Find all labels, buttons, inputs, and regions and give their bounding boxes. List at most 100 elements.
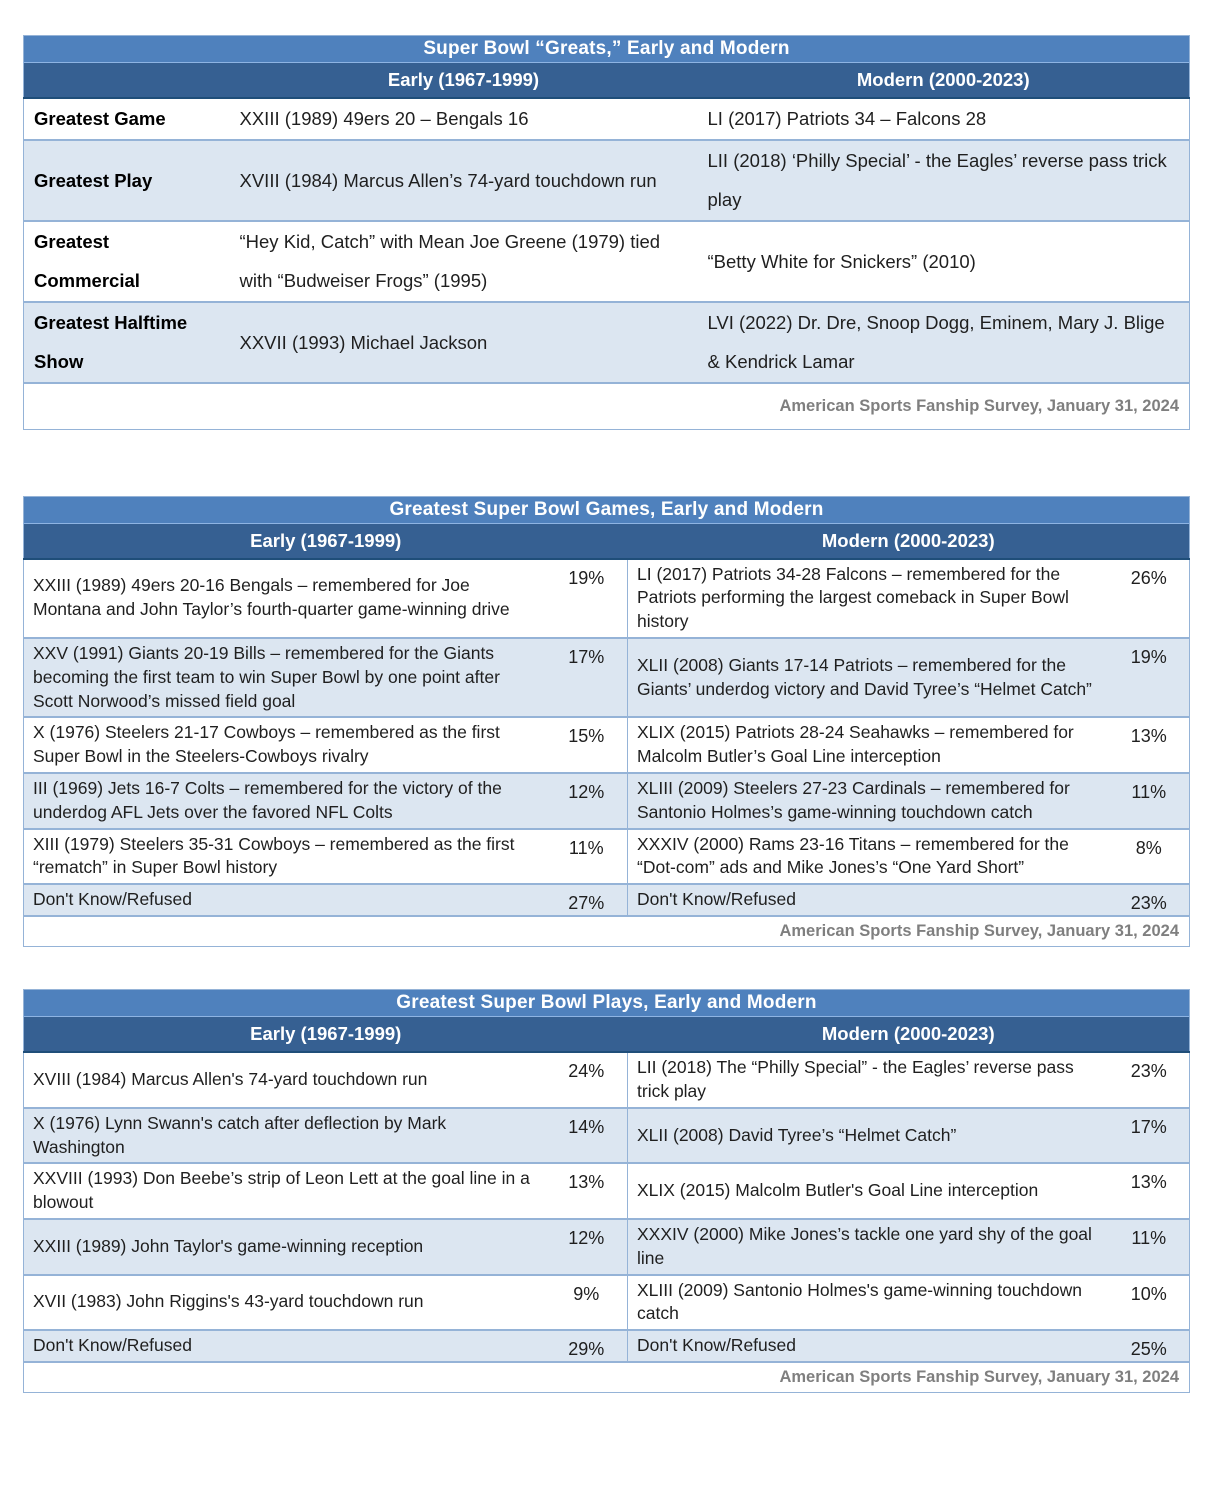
table-row: Don't Know/Refused 27% Don't Know/Refused 2… xyxy=(23,884,1190,918)
table-row: Greatest Halftime Show XXVII (1993) Micha… xyxy=(23,302,1190,385)
row-label: Greatest Game xyxy=(23,98,230,142)
early-item: XIII (1979) Steelers 35-31 Cowboys – rem… xyxy=(23,828,546,886)
early-value: XXIII (1989) 49ers 20 – Bengals 16 xyxy=(229,98,698,142)
early-item: XVII (1983) John Riggins's 43-yard touch… xyxy=(23,1274,546,1332)
greatest-games-footer: American Sports Fanship Survey, January … xyxy=(23,916,1190,947)
early-item: XXIII (1989) John Taylor's game-winning … xyxy=(23,1218,546,1276)
greats-summary-header: Super Bowl “Greats,” Early and Modern Ea… xyxy=(23,35,1190,99)
modern-item: LI (2017) Patriots 34-28 Falcons – remem… xyxy=(627,558,1109,639)
modern-percent: 13% xyxy=(1108,1163,1190,1220)
early-value: XVIII (1984) Marcus Allen’s 74-yard touc… xyxy=(229,140,698,223)
modern-percent: 11% xyxy=(1108,1218,1190,1276)
modern-item: Don't Know/Refused xyxy=(627,884,1109,918)
row-label: Greatest Play xyxy=(23,140,230,223)
table-title: Super Bowl “Greats,” Early and Modern xyxy=(23,35,1190,63)
modern-item: XLIII (2009) Santonio Holmes's game-winn… xyxy=(627,1274,1109,1332)
early-percent: 27% xyxy=(545,884,628,918)
early-percent: 11% xyxy=(545,828,628,886)
modern-item: XLIX (2015) Patriots 28-24 Seahawks – re… xyxy=(627,717,1109,774)
table-row: Greatest Commercial “Hey Kid, Catch” with… xyxy=(23,221,1190,304)
modern-item: XLII (2008) David Tyree’s “Helmet Catch” xyxy=(627,1107,1109,1165)
table-row: Don't Know/Refused 29% Don't Know/Refused 2… xyxy=(23,1330,1190,1364)
modern-percent: 26% xyxy=(1108,558,1190,639)
row-label: Greatest Commercial xyxy=(23,221,230,304)
table-row: XXV (1991) Giants 20-19 Bills – remember… xyxy=(23,637,1190,719)
early-item: XXV (1991) Giants 20-19 Bills – remember… xyxy=(23,637,546,719)
table-row: X (1976) Lynn Swann's catch after deflec… xyxy=(23,1107,1190,1165)
early-percent: 12% xyxy=(545,1218,628,1276)
early-item: Don't Know/Refused xyxy=(23,1330,546,1364)
table-title: Greatest Super Bowl Plays, Early and Mod… xyxy=(23,989,1190,1018)
modern-percent: 23% xyxy=(1108,1052,1190,1109)
table-row: XXVIII (1993) Don Beebe’s strip of Leon … xyxy=(23,1163,1190,1220)
source-note: American Sports Fanship Survey, January … xyxy=(23,916,1190,947)
early-percent: 9% xyxy=(545,1274,628,1332)
table-row: XIII (1979) Steelers 35-31 Cowboys – rem… xyxy=(23,828,1190,886)
modern-item: LII (2018) The “Philly Special” - the Ea… xyxy=(627,1052,1109,1109)
early-column-header: Early (1967-1999) xyxy=(23,1016,628,1054)
source-row: American Sports Fanship Survey, January … xyxy=(23,1362,1190,1393)
early-percent: 12% xyxy=(545,772,628,830)
modern-item: XLII (2008) Giants 17-14 Patriots – reme… xyxy=(627,637,1109,719)
greatest-plays-table: Greatest Super Bowl Plays, Early and Mod… xyxy=(23,989,1190,1394)
greatest-plays-footer: American Sports Fanship Survey, January … xyxy=(23,1362,1190,1393)
early-column-header: Early (1967-1999) xyxy=(229,62,698,99)
greatest-plays-body: XVIII (1984) Marcus Allen's 74-yard touc… xyxy=(23,1052,1190,1364)
modern-item: XXXIV (2000) Rams 23-16 Titans – remembe… xyxy=(627,828,1109,886)
row-label: Greatest Halftime Show xyxy=(23,302,230,385)
modern-percent: 17% xyxy=(1108,1107,1190,1165)
greatest-games-table: Greatest Super Bowl Games, Early and Mod… xyxy=(23,495,1190,948)
modern-percent: 25% xyxy=(1108,1330,1190,1364)
modern-column-header: Modern (2000-2023) xyxy=(627,523,1190,560)
modern-item: XXXIV (2000) Mike Jones’s tackle one yar… xyxy=(627,1218,1109,1276)
early-percent: 13% xyxy=(545,1163,628,1220)
modern-column-header: Modern (2000-2023) xyxy=(627,1016,1190,1054)
modern-value: LI (2017) Patriots 34 – Falcons 28 xyxy=(697,98,1190,142)
modern-percent: 23% xyxy=(1108,884,1190,918)
greatest-games-body: XXIII (1989) 49ers 20-16 Bengals – remem… xyxy=(23,558,1190,918)
modern-item: XLIX (2015) Malcolm Butler's Goal Line i… xyxy=(627,1163,1109,1220)
table-row: XVII (1983) John Riggins's 43-yard touch… xyxy=(23,1274,1190,1332)
source-note: American Sports Fanship Survey, January … xyxy=(23,1362,1190,1393)
source-row: American Sports Fanship Survey, January … xyxy=(23,383,1190,430)
greats-summary-body: Greatest Game XXIII (1989) 49ers 20 – Ben… xyxy=(23,98,1190,385)
early-value: XXVII (1993) Michael Jackson xyxy=(229,302,698,385)
early-item: XVIII (1984) Marcus Allen's 74-yard touc… xyxy=(23,1052,546,1109)
early-percent: 24% xyxy=(545,1052,628,1109)
table-row: XXIII (1989) John Taylor's game-winning … xyxy=(23,1218,1190,1276)
table-title: Greatest Super Bowl Games, Early and Mod… xyxy=(23,496,1190,524)
modern-item: XLIII (2009) Steelers 27-23 Cardinals – … xyxy=(627,772,1109,830)
table-row: Greatest Play XVIII (1984) Marcus Allen’s… xyxy=(23,140,1190,223)
source-note: American Sports Fanship Survey, January … xyxy=(23,383,1190,430)
greats-summary-footer: American Sports Fanship Survey, January … xyxy=(23,383,1190,430)
modern-item: Don't Know/Refused xyxy=(627,1330,1109,1364)
modern-column-header: Modern (2000-2023) xyxy=(697,62,1190,99)
greatest-games-header: Greatest Super Bowl Games, Early and Mod… xyxy=(23,496,1190,560)
early-percent: 19% xyxy=(545,558,628,639)
table-row: III (1969) Jets 16-7 Colts – remembered … xyxy=(23,772,1190,830)
early-column-header: Early (1967-1999) xyxy=(23,523,628,560)
early-percent: 29% xyxy=(545,1330,628,1364)
early-item: III (1969) Jets 16-7 Colts – remembered … xyxy=(23,772,546,830)
source-row: American Sports Fanship Survey, January … xyxy=(23,916,1190,947)
modern-percent: 10% xyxy=(1108,1274,1190,1332)
table-row: Greatest Game XXIII (1989) 49ers 20 – Ben… xyxy=(23,98,1190,142)
modern-percent: 19% xyxy=(1108,637,1190,719)
modern-value: “Betty White for Snickers” (2010) xyxy=(697,221,1190,304)
table-row: X (1976) Steelers 21-17 Cowboys – rememb… xyxy=(23,717,1190,774)
row-label-column-header xyxy=(23,62,230,99)
early-percent: 17% xyxy=(545,637,628,719)
greats-summary-table: Super Bowl “Greats,” Early and Modern Ea… xyxy=(23,35,1190,430)
early-value: “Hey Kid, Catch” with Mean Joe Greene (1… xyxy=(229,221,698,304)
early-item: Don't Know/Refused xyxy=(23,884,546,918)
modern-percent: 13% xyxy=(1108,717,1190,774)
table-row: XXIII (1989) 49ers 20-16 Bengals – remem… xyxy=(23,558,1190,639)
modern-value: LVI (2022) Dr. Dre, Snoop Dogg, Eminem, … xyxy=(697,302,1190,385)
early-item: X (1976) Steelers 21-17 Cowboys – rememb… xyxy=(23,717,546,774)
early-item: XXIII (1989) 49ers 20-16 Bengals – remem… xyxy=(23,558,546,639)
modern-percent: 11% xyxy=(1108,772,1190,830)
survey-report-page: Super Bowl “Greats,” Early and Modern Ea… xyxy=(23,35,1190,1394)
modern-percent: 8% xyxy=(1108,828,1190,886)
early-item: X (1976) Lynn Swann's catch after deflec… xyxy=(23,1107,546,1165)
early-percent: 15% xyxy=(545,717,628,774)
